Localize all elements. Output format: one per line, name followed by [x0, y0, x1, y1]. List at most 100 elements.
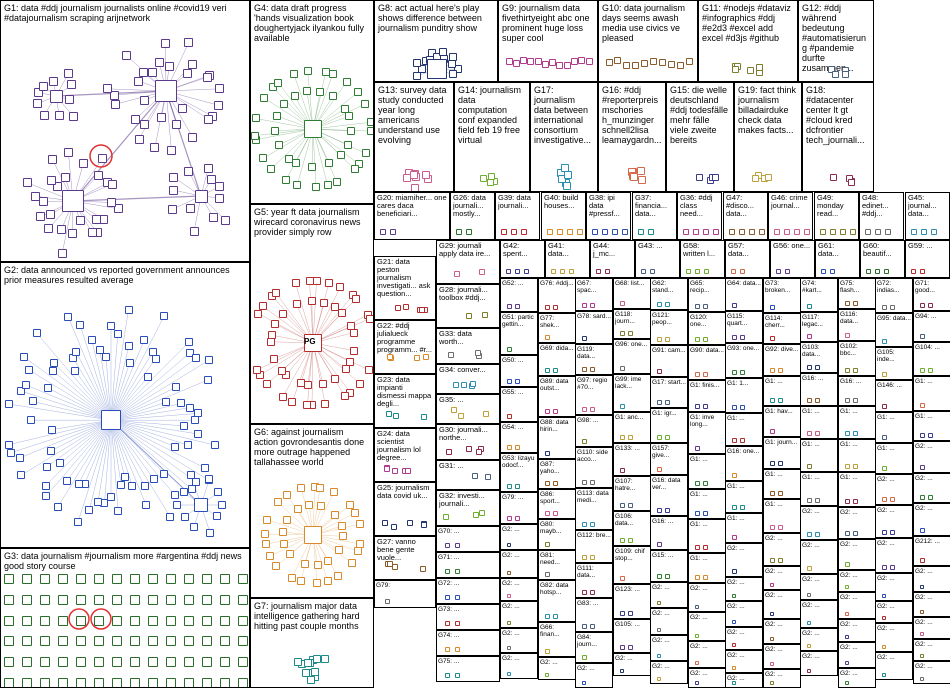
network-node [592, 229, 598, 235]
network-node [294, 658, 302, 666]
network-node [152, 355, 160, 363]
network-node [830, 174, 837, 181]
network-node [103, 84, 112, 93]
panel-title: G107: hatre... [614, 477, 650, 493]
network-node [356, 520, 364, 528]
panel: G15: die welle deutschland #ddj todesfäl… [666, 82, 734, 192]
panel-title: G1: ... [801, 407, 837, 416]
network-node [455, 543, 460, 548]
network-node [920, 610, 924, 614]
network-node [76, 636, 86, 646]
panel-title: G70: ... [437, 527, 499, 536]
network-node [732, 405, 737, 410]
panel: G110: side acco... [575, 447, 613, 488]
network-node [130, 657, 140, 667]
network-node [311, 668, 319, 676]
edges-svg [799, 1, 874, 82]
network-node [380, 229, 386, 235]
panel-title: G67: spac... [576, 279, 612, 295]
network-node [729, 229, 735, 235]
panel: G79: [374, 580, 436, 608]
panel-title: G2: ... [876, 574, 912, 583]
network-node [451, 407, 457, 413]
panel-title: G2: ... [614, 654, 650, 663]
network-node [920, 403, 925, 408]
panel-title: G66: finan... [539, 623, 575, 639]
network-node [65, 95, 74, 104]
panel: G2: ... [800, 600, 838, 628]
network-node [620, 503, 625, 508]
network-node [307, 676, 315, 684]
network-node [58, 249, 67, 258]
network-node [419, 307, 425, 313]
network-node [121, 473, 129, 481]
panel-title: G2: ... [689, 613, 725, 622]
network-node [107, 493, 115, 501]
network-node [407, 520, 413, 526]
network-node [605, 269, 610, 274]
panel: G1: journ... [763, 437, 801, 469]
network-node [527, 58, 534, 65]
panel-title: G94: ... [914, 312, 950, 321]
network-node [213, 512, 221, 520]
panel-title: G2: ... [801, 575, 837, 584]
panel-title: G89: data outst... [539, 377, 575, 393]
network-node [453, 382, 459, 388]
network-node [638, 176, 646, 184]
network-node [206, 529, 214, 537]
network-node [319, 380, 327, 388]
panel-title: G133: ... [614, 444, 650, 453]
panel: G16: ... [650, 516, 688, 550]
network-node [732, 666, 736, 670]
network-node [507, 621, 511, 625]
treemap-network-grid: G1: data #ddj journalism journalists onl… [0, 0, 950, 688]
network-node [445, 595, 450, 600]
network-node [507, 347, 512, 352]
panel: G78: sard... [575, 311, 613, 344]
network-node [220, 636, 230, 646]
network-node [42, 492, 50, 500]
panel: G1: ... [725, 413, 763, 446]
network-node [427, 59, 447, 79]
panel-title: G2: ... [839, 620, 875, 629]
network-node [630, 173, 638, 181]
network-node [830, 269, 835, 274]
network-node [297, 577, 305, 585]
network-node [820, 229, 826, 235]
network-node [487, 179, 494, 186]
panel-title: G1: ... [764, 500, 800, 509]
network-node [882, 530, 887, 535]
network-node [423, 354, 429, 360]
panel: G12: #ddj während bedeutung #automatisie… [798, 0, 874, 82]
network-node [770, 368, 775, 373]
network-node [4, 574, 14, 584]
panel-title: G2: ... [501, 551, 537, 560]
network-node [305, 501, 313, 509]
panel: G2: ... [800, 574, 838, 600]
network-node [214, 488, 222, 496]
panel: G6: against journalism action govrondesa… [250, 424, 374, 598]
network-node [112, 678, 122, 688]
network-node [740, 269, 745, 274]
network-node [520, 57, 527, 64]
panel: G69: dida... [538, 343, 576, 376]
panel-title: G115: quart... [726, 312, 762, 328]
network-node [338, 522, 346, 530]
network-node [882, 645, 886, 649]
network-node [749, 229, 755, 235]
panel: G2: ... [650, 582, 688, 608]
network-node [545, 305, 550, 310]
network-node [102, 353, 110, 361]
network-node [204, 115, 213, 124]
network-node [650, 269, 655, 274]
network-node [628, 435, 633, 440]
edges-svg [251, 205, 374, 424]
panel: G23: data impianti dismessi mappa degli.… [374, 374, 436, 428]
network-node [130, 678, 140, 688]
network-node [166, 574, 176, 584]
network-node [845, 301, 850, 306]
network-node [703, 481, 708, 486]
network-node [301, 560, 309, 568]
network-node [279, 393, 287, 401]
network-node [840, 229, 846, 235]
